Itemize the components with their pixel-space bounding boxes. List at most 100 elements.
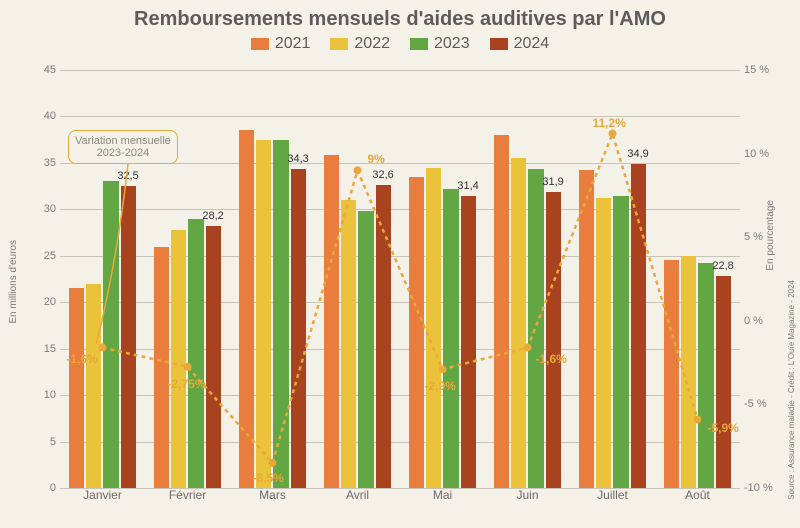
x-label: Février bbox=[169, 488, 206, 502]
y-tick-left: 10 bbox=[20, 389, 56, 401]
bar bbox=[273, 140, 288, 488]
bar: 28,2 bbox=[206, 226, 221, 488]
bar: 34,9 bbox=[631, 164, 646, 488]
bar-group: 31,9 bbox=[494, 70, 560, 488]
bar-group: 34,3 bbox=[239, 70, 305, 488]
callout-line1: Variation mensuelle bbox=[75, 135, 171, 147]
bar: 32,6 bbox=[376, 185, 391, 488]
bar bbox=[256, 140, 271, 488]
y-tick-left: 0 bbox=[20, 482, 56, 494]
legend-swatch bbox=[490, 38, 508, 50]
y-tick-left: 20 bbox=[20, 296, 56, 308]
x-label: Mars bbox=[259, 488, 286, 502]
y-tick-left: 45 bbox=[20, 64, 56, 76]
bar-value-label: 32,5 bbox=[117, 170, 138, 182]
bar bbox=[409, 177, 424, 488]
bar bbox=[528, 169, 543, 488]
legend-label: 2021 bbox=[275, 35, 311, 53]
y-tick-right: 15 % bbox=[744, 64, 780, 76]
legend-item: 2023 bbox=[410, 35, 470, 53]
y-tick-right: 0 % bbox=[744, 315, 780, 327]
bar-value-label: 31,9 bbox=[542, 176, 563, 188]
bar bbox=[86, 284, 101, 488]
bar-value-label: 22,8 bbox=[712, 260, 733, 272]
x-label: Avril bbox=[346, 488, 369, 502]
bar bbox=[324, 155, 339, 488]
bar: 32,5 bbox=[121, 186, 136, 488]
y-tick-right: -10 % bbox=[744, 482, 780, 494]
x-label: Juin bbox=[516, 488, 538, 502]
legend-item: 2022 bbox=[330, 35, 390, 53]
bar bbox=[664, 260, 679, 488]
bar bbox=[511, 158, 526, 488]
variation-label: -1,6% bbox=[67, 352, 98, 366]
legend-label: 2023 bbox=[434, 35, 470, 53]
callout-line2: 2023-2024 bbox=[75, 147, 171, 159]
legend-label: 2022 bbox=[354, 35, 390, 53]
x-label: Juillet bbox=[597, 488, 628, 502]
bar bbox=[613, 196, 628, 488]
bar bbox=[698, 263, 713, 488]
chart-container: Remboursements mensuels d'aides auditive… bbox=[0, 0, 800, 528]
bar-value-label: 32,6 bbox=[372, 169, 393, 181]
bar bbox=[358, 211, 373, 488]
x-label: Août bbox=[685, 488, 710, 502]
y-tick-left: 15 bbox=[20, 343, 56, 355]
legend-swatch bbox=[330, 38, 348, 50]
y-tick-left: 30 bbox=[20, 203, 56, 215]
bar bbox=[171, 230, 186, 488]
bar bbox=[579, 170, 594, 488]
bar bbox=[341, 200, 356, 488]
bar bbox=[426, 168, 441, 488]
bar bbox=[69, 288, 84, 488]
legend: 2021 2022 2023 2024 bbox=[0, 35, 800, 53]
legend-swatch bbox=[410, 38, 428, 50]
y-tick-left: 35 bbox=[20, 157, 56, 169]
bar: 34,3 bbox=[291, 169, 306, 488]
y-axis-left: 051015202530354045 bbox=[20, 70, 60, 488]
y-tick-left: 40 bbox=[20, 110, 56, 122]
variation-callout: Variation mensuelle 2023-2024 bbox=[68, 130, 178, 164]
source-credit: Source : Assurance maladie - Crédit : L'… bbox=[787, 280, 796, 500]
bar: 31,4 bbox=[461, 196, 476, 488]
bar: 31,9 bbox=[546, 192, 561, 488]
variation-label: 9% bbox=[368, 152, 385, 166]
y-tick-right: 5 % bbox=[744, 231, 780, 243]
legend-item: 2021 bbox=[251, 35, 311, 53]
bar bbox=[681, 256, 696, 488]
bar bbox=[188, 219, 203, 488]
bar-group: 34,9 bbox=[579, 70, 645, 488]
variation-label: -5,9% bbox=[708, 421, 739, 435]
chart-title: Remboursements mensuels d'aides auditive… bbox=[0, 0, 800, 31]
y-tick-right: 10 % bbox=[744, 148, 780, 160]
legend-item: 2024 bbox=[490, 35, 550, 53]
plot-area: 051015202530354045 -10 %-5 %0 %5 %10 %15… bbox=[60, 70, 740, 488]
legend-swatch bbox=[251, 38, 269, 50]
bar-group: 32,6 bbox=[324, 70, 390, 488]
variation-label: -8,5% bbox=[253, 471, 284, 485]
bar bbox=[443, 189, 458, 488]
bar bbox=[239, 130, 254, 488]
bar bbox=[494, 135, 509, 488]
x-label: Mai bbox=[433, 488, 452, 502]
legend-label: 2024 bbox=[514, 35, 550, 53]
bar bbox=[596, 198, 611, 488]
x-label: Janvier bbox=[83, 488, 122, 502]
y-tick-left: 5 bbox=[20, 436, 56, 448]
bar bbox=[154, 247, 169, 489]
bar-value-label: 34,9 bbox=[627, 148, 648, 160]
variation-label: 11,2% bbox=[593, 116, 626, 130]
bar bbox=[103, 181, 118, 488]
y-axis-right: -10 %-5 %0 %5 %10 %15 % bbox=[740, 70, 780, 488]
variation-label: -2,9% bbox=[425, 379, 456, 393]
bar-value-label: 28,2 bbox=[202, 210, 223, 222]
variation-label: -1,6% bbox=[536, 352, 567, 366]
variation-label: -2,75% bbox=[168, 377, 206, 391]
bar: 22,8 bbox=[716, 276, 731, 488]
y-tick-left: 25 bbox=[20, 250, 56, 262]
y-tick-right: -5 % bbox=[744, 398, 780, 410]
y-axis-left-title: En millions d'euros bbox=[8, 240, 19, 324]
bar-value-label: 34,3 bbox=[287, 153, 308, 165]
bar-value-label: 31,4 bbox=[457, 180, 478, 192]
x-axis-labels: Janvier Février Mars Avril Mai Juin Juillet Aoû… bbox=[60, 488, 740, 508]
